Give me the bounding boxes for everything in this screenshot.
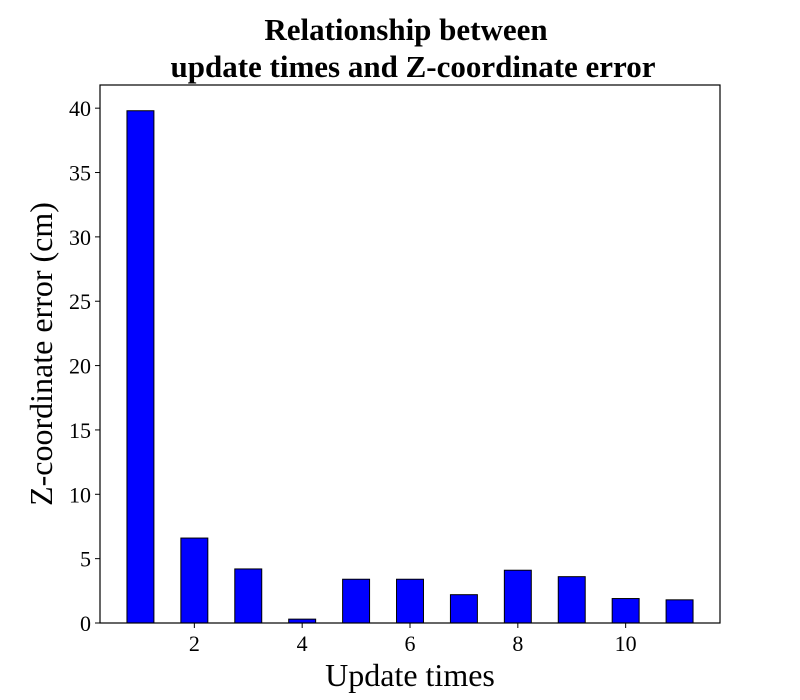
bar-11	[665, 599, 694, 624]
y-tick-label: 40	[69, 96, 91, 121]
y-tick-label: 0	[80, 611, 91, 636]
chart-title-line-1: Relationship between	[264, 12, 547, 47]
bar-3	[234, 568, 263, 624]
chart-title-line-2: update times and Z-coordinate error	[170, 49, 655, 84]
bar-10	[611, 598, 640, 624]
x-axis-ticks: 2 4 6 8 10	[189, 623, 637, 656]
bar-6	[396, 578, 424, 624]
y-axis-ticks: 0 5 10 15 20 25 30 35 40	[69, 96, 100, 636]
bar-5	[342, 578, 371, 624]
y-tick-label: 25	[69, 289, 91, 314]
y-tick-label: 15	[69, 418, 91, 443]
y-tick-label: 10	[69, 482, 91, 507]
bars-group	[126, 110, 694, 624]
y-tick-label: 20	[69, 354, 91, 379]
x-tick-label: 4	[297, 631, 308, 656]
x-tick-label: 2	[189, 631, 200, 656]
x-tick-label: 6	[405, 631, 416, 656]
y-tick-label: 5	[80, 547, 91, 572]
y-tick-label: 30	[69, 225, 91, 250]
bar-2	[180, 537, 209, 624]
plot-frame	[99, 84, 721, 624]
bar-9	[557, 576, 586, 624]
bar-8	[503, 569, 532, 624]
bar-1	[126, 110, 155, 624]
x-axis-label: Update times	[325, 657, 495, 693]
x-tick-label: 10	[615, 631, 637, 656]
bar-7	[449, 594, 478, 624]
x-tick-label: 8	[512, 631, 523, 656]
y-tick-label: 35	[69, 161, 91, 186]
y-axis-label: Z-coordinate error (cm)	[23, 202, 59, 506]
